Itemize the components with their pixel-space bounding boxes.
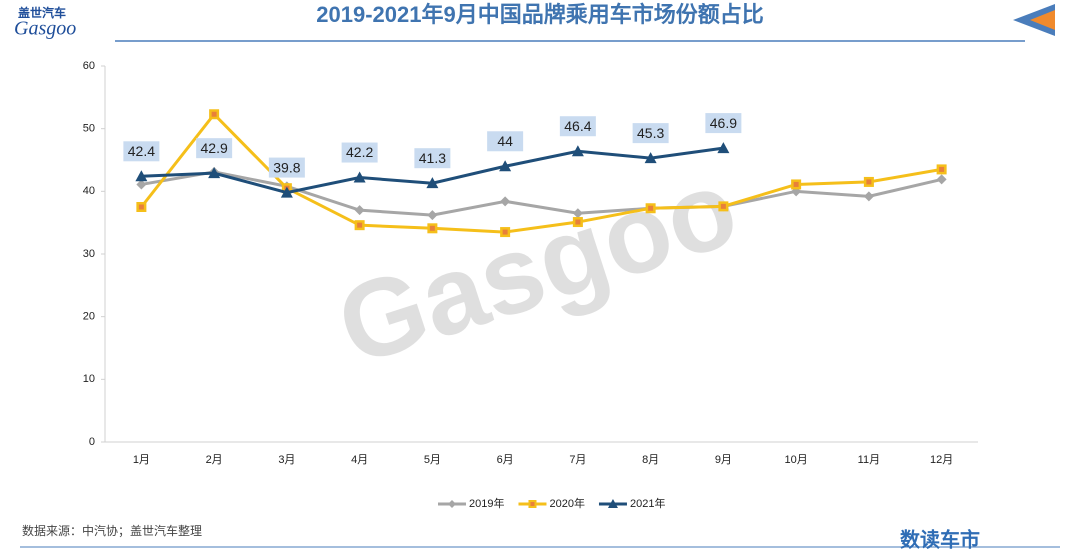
marker: [426, 177, 439, 189]
marker: [644, 152, 657, 164]
data-label-bg: [268, 157, 305, 178]
data-label: 42.4: [128, 143, 155, 159]
series-line: [141, 170, 942, 217]
marker-center: [793, 181, 799, 187]
x-tick-label: 8月: [642, 454, 659, 466]
y-tick-label: 20: [83, 311, 95, 323]
marker: [280, 186, 293, 198]
marker: [571, 145, 584, 157]
marker: [354, 205, 365, 216]
marker-center: [575, 219, 581, 225]
x-tick-label: 11月: [858, 454, 880, 466]
marker-center: [357, 222, 363, 228]
y-tick-label: 10: [83, 373, 95, 385]
logo: 盖世汽车: [18, 5, 66, 20]
x-tick-label: 6月: [497, 454, 514, 466]
marker: [607, 499, 618, 508]
logo-sub: Gasgoo: [14, 18, 76, 40]
legend-label: 2020年: [549, 496, 584, 510]
marker-center: [211, 111, 217, 117]
marker: [500, 196, 511, 207]
marker: [136, 179, 147, 190]
marker: [717, 142, 730, 154]
data-label: 46.4: [564, 118, 591, 134]
x-tick-label: 1月: [133, 454, 150, 466]
data-label-bg: [414, 148, 451, 169]
marker: [572, 208, 583, 219]
marker-center: [429, 225, 435, 231]
data-label-bg: [196, 138, 233, 159]
data-label-bg: [559, 116, 596, 137]
marker: [863, 191, 874, 202]
y-tick-label: 0: [89, 436, 95, 448]
legend-label: 2021年: [630, 496, 665, 510]
data-label-bg: [123, 141, 160, 162]
marker-center: [502, 229, 508, 235]
x-tick-label: 7月: [569, 454, 586, 466]
marker: [353, 171, 366, 183]
x-tick-label: 10月: [785, 454, 808, 466]
data-label: 44: [497, 133, 513, 149]
marker: [135, 170, 148, 182]
marker-center: [530, 502, 535, 506]
data-label: 45.3: [637, 125, 664, 141]
x-tick-label: 2月: [206, 454, 223, 466]
x-tick-label: 5月: [424, 454, 441, 466]
data-label: 42.2: [346, 144, 373, 160]
marker-center: [939, 166, 945, 172]
y-tick-label: 60: [83, 60, 95, 72]
data-label: 41.3: [419, 150, 446, 166]
data-label: 39.8: [273, 159, 300, 175]
x-tick-label: 9月: [715, 454, 732, 466]
y-tick-label: 50: [83, 123, 95, 135]
watermark: Gasgoo: [324, 145, 751, 389]
marker: [448, 500, 456, 508]
y-tick-label: 40: [83, 185, 95, 197]
corner-icon-inner: [1030, 10, 1055, 30]
chart-title: 2019-2021年9月中国品牌乘用车市场份额占比: [316, 2, 763, 27]
footer-logo: 数读车市: [900, 527, 980, 551]
y-tick-label: 30: [83, 248, 95, 260]
watermark-text: Gasgoo: [324, 145, 751, 389]
marker-center: [138, 204, 144, 210]
marker: [208, 167, 221, 179]
data-label: 46.9: [710, 115, 737, 131]
data-label-bg: [705, 113, 742, 134]
data-label-bg: [341, 142, 378, 163]
x-tick-label: 12月: [930, 454, 953, 466]
marker-center: [866, 179, 872, 185]
marker: [427, 210, 438, 221]
legend-label: 2019年: [469, 496, 504, 510]
data-label-bg: [632, 123, 669, 144]
data-label-bg: [487, 131, 524, 152]
x-tick-label: 4月: [351, 454, 368, 466]
x-tick-label: 3月: [278, 454, 295, 466]
source: 数据来源：中汽协；盖世汽车整理: [22, 523, 202, 538]
marker: [499, 160, 512, 172]
data-label: 42.9: [201, 140, 228, 156]
marker-center: [648, 205, 654, 211]
marker: [936, 174, 947, 185]
marker-center: [720, 203, 726, 209]
